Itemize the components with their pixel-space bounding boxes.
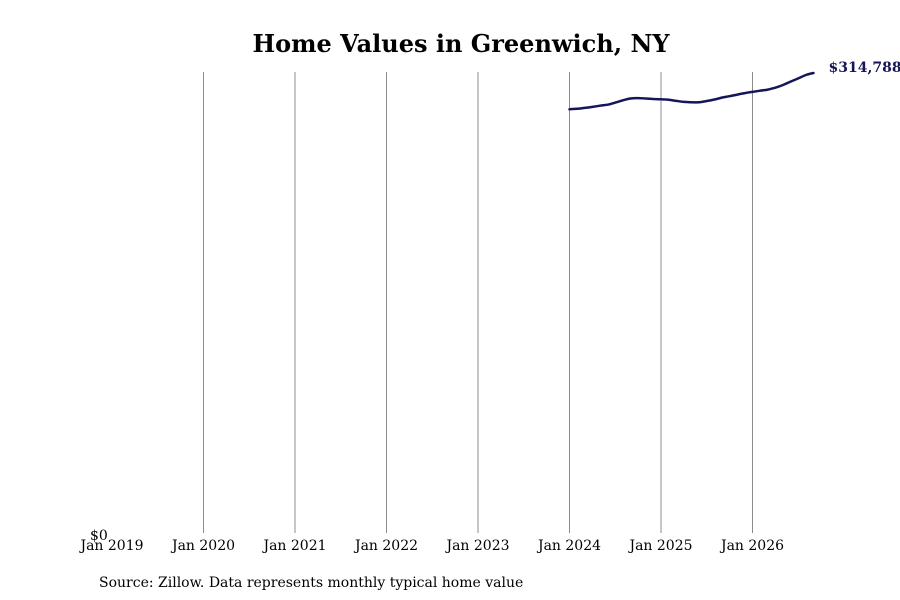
series-end-value-label: $314,788 — [829, 60, 900, 76]
x-axis-ticks: Jan 2019 Jan 2020 Jan 2021 Jan 2022 Jan 2023… — [78, 538, 784, 554]
x-tick-label: Jan 2025 — [627, 538, 692, 554]
gridlines — [203, 72, 753, 533]
x-tick-label: Jan 2023 — [444, 538, 509, 554]
y-tick-label-zero: $0 — [90, 528, 108, 544]
x-tick-label: Jan 2026 — [719, 538, 784, 554]
x-tick-label: Jan 2021 — [261, 538, 326, 554]
x-tick-label: Jan 2019 — [78, 538, 143, 554]
x-tick-label: Jan 2022 — [353, 538, 418, 554]
series-line — [568, 71, 815, 111]
x-tick-label: Jan 2020 — [170, 538, 235, 554]
x-tick-label: Jan 2024 — [536, 538, 601, 554]
source-note: Source: Zillow. Data represents monthly … — [99, 575, 523, 591]
chart-title: Home Values in Greenwich, NY — [252, 29, 670, 58]
